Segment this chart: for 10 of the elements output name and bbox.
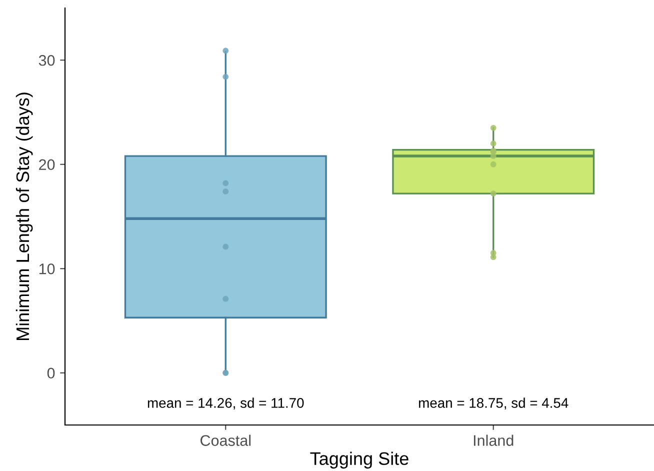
x-axis-title: Tagging Site — [310, 452, 408, 469]
annotation: mean = 14.26, sd = 11.70 — [148, 398, 304, 410]
y-tick-label: 20 — [39, 159, 55, 170]
y-tick-label: 10 — [39, 263, 55, 274]
annotation: mean = 18.75, sd = 4.54 — [419, 398, 568, 410]
x-tick-label: Inland — [474, 434, 514, 446]
y-tick-label: 0 — [47, 368, 55, 379]
x-tick-label: Coastal — [200, 434, 251, 446]
y-axis-title: Minimum Length of Stay (days) — [16, 92, 33, 340]
y-tick-label: 30 — [38, 54, 55, 66]
